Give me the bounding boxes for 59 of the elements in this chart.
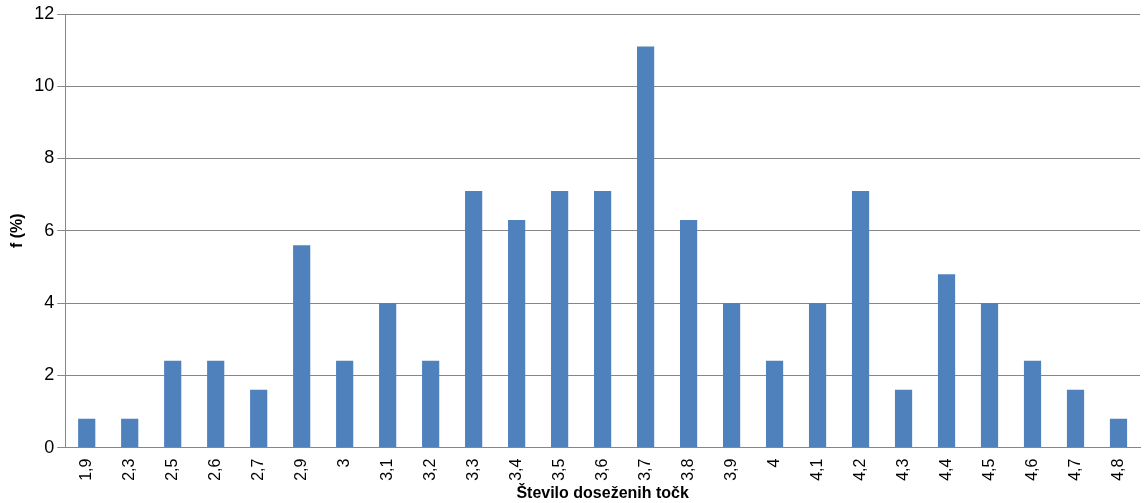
x-tick-label: 2,6 bbox=[206, 458, 224, 481]
bar bbox=[164, 360, 182, 448]
bar bbox=[1066, 389, 1085, 448]
bar bbox=[637, 46, 655, 448]
x-tick-label: 1,9 bbox=[77, 458, 95, 481]
x-tick-label: 3,1 bbox=[378, 458, 396, 481]
y-tick-label: 6 bbox=[44, 219, 55, 240]
bar bbox=[551, 191, 569, 448]
y-tick-label: 2 bbox=[44, 364, 55, 385]
bar bbox=[78, 418, 96, 448]
y-tick-label: 4 bbox=[44, 292, 55, 313]
x-tick-label: 3,7 bbox=[636, 458, 654, 481]
bar bbox=[894, 389, 913, 448]
bar bbox=[121, 418, 139, 448]
x-tick-label: 3,2 bbox=[421, 458, 439, 481]
x-tick-label: 3,3 bbox=[464, 458, 482, 481]
bar bbox=[293, 245, 311, 448]
y-tick-label: 0 bbox=[44, 436, 55, 457]
x-tick-label: 3 bbox=[335, 458, 353, 468]
bar bbox=[808, 303, 827, 448]
y-axis-title: f (%) bbox=[8, 213, 26, 249]
bar bbox=[336, 360, 354, 448]
y-tick-label: 12 bbox=[34, 2, 55, 23]
bar bbox=[250, 389, 268, 448]
bar bbox=[1023, 360, 1042, 448]
x-tick-label: 4,3 bbox=[893, 458, 911, 481]
x-tick-label: 4,8 bbox=[1108, 458, 1126, 481]
bar bbox=[680, 219, 698, 448]
x-tick-label: 3,8 bbox=[679, 458, 696, 481]
x-tick-label: 4,1 bbox=[807, 458, 825, 481]
bar bbox=[379, 303, 397, 448]
x-axis-title: Število doseženih točk bbox=[516, 482, 689, 501]
bar bbox=[594, 191, 612, 448]
x-tick-label: 4,6 bbox=[1022, 458, 1040, 481]
x-tick-label: 3,6 bbox=[593, 458, 611, 481]
bar bbox=[207, 360, 225, 448]
x-tick-label: 2,3 bbox=[120, 458, 138, 481]
bar bbox=[765, 360, 784, 448]
bar bbox=[1109, 418, 1128, 448]
bar bbox=[980, 303, 999, 448]
bar bbox=[851, 191, 870, 448]
bar bbox=[465, 191, 483, 448]
x-tick-label: 2,5 bbox=[163, 458, 181, 481]
x-tick-label: 3,5 bbox=[550, 458, 568, 481]
y-tick-label: 8 bbox=[44, 147, 55, 168]
x-tick-label: 4,2 bbox=[850, 458, 868, 481]
bar bbox=[422, 360, 440, 448]
bar bbox=[508, 219, 526, 448]
x-tick-label: 2,7 bbox=[249, 458, 267, 481]
x-tick-label: 3,4 bbox=[507, 458, 525, 481]
x-tick-label: 2,9 bbox=[292, 458, 310, 481]
x-tick-label: 3,9 bbox=[721, 458, 739, 481]
x-tick-label: 4,7 bbox=[1065, 458, 1083, 481]
x-tick-label: 4,5 bbox=[979, 458, 997, 481]
y-tick-label: 10 bbox=[34, 75, 55, 96]
x-tick-label: 4 bbox=[764, 458, 782, 468]
bar bbox=[722, 303, 741, 448]
x-tick-label: 4,4 bbox=[936, 458, 954, 481]
bar bbox=[937, 274, 956, 448]
